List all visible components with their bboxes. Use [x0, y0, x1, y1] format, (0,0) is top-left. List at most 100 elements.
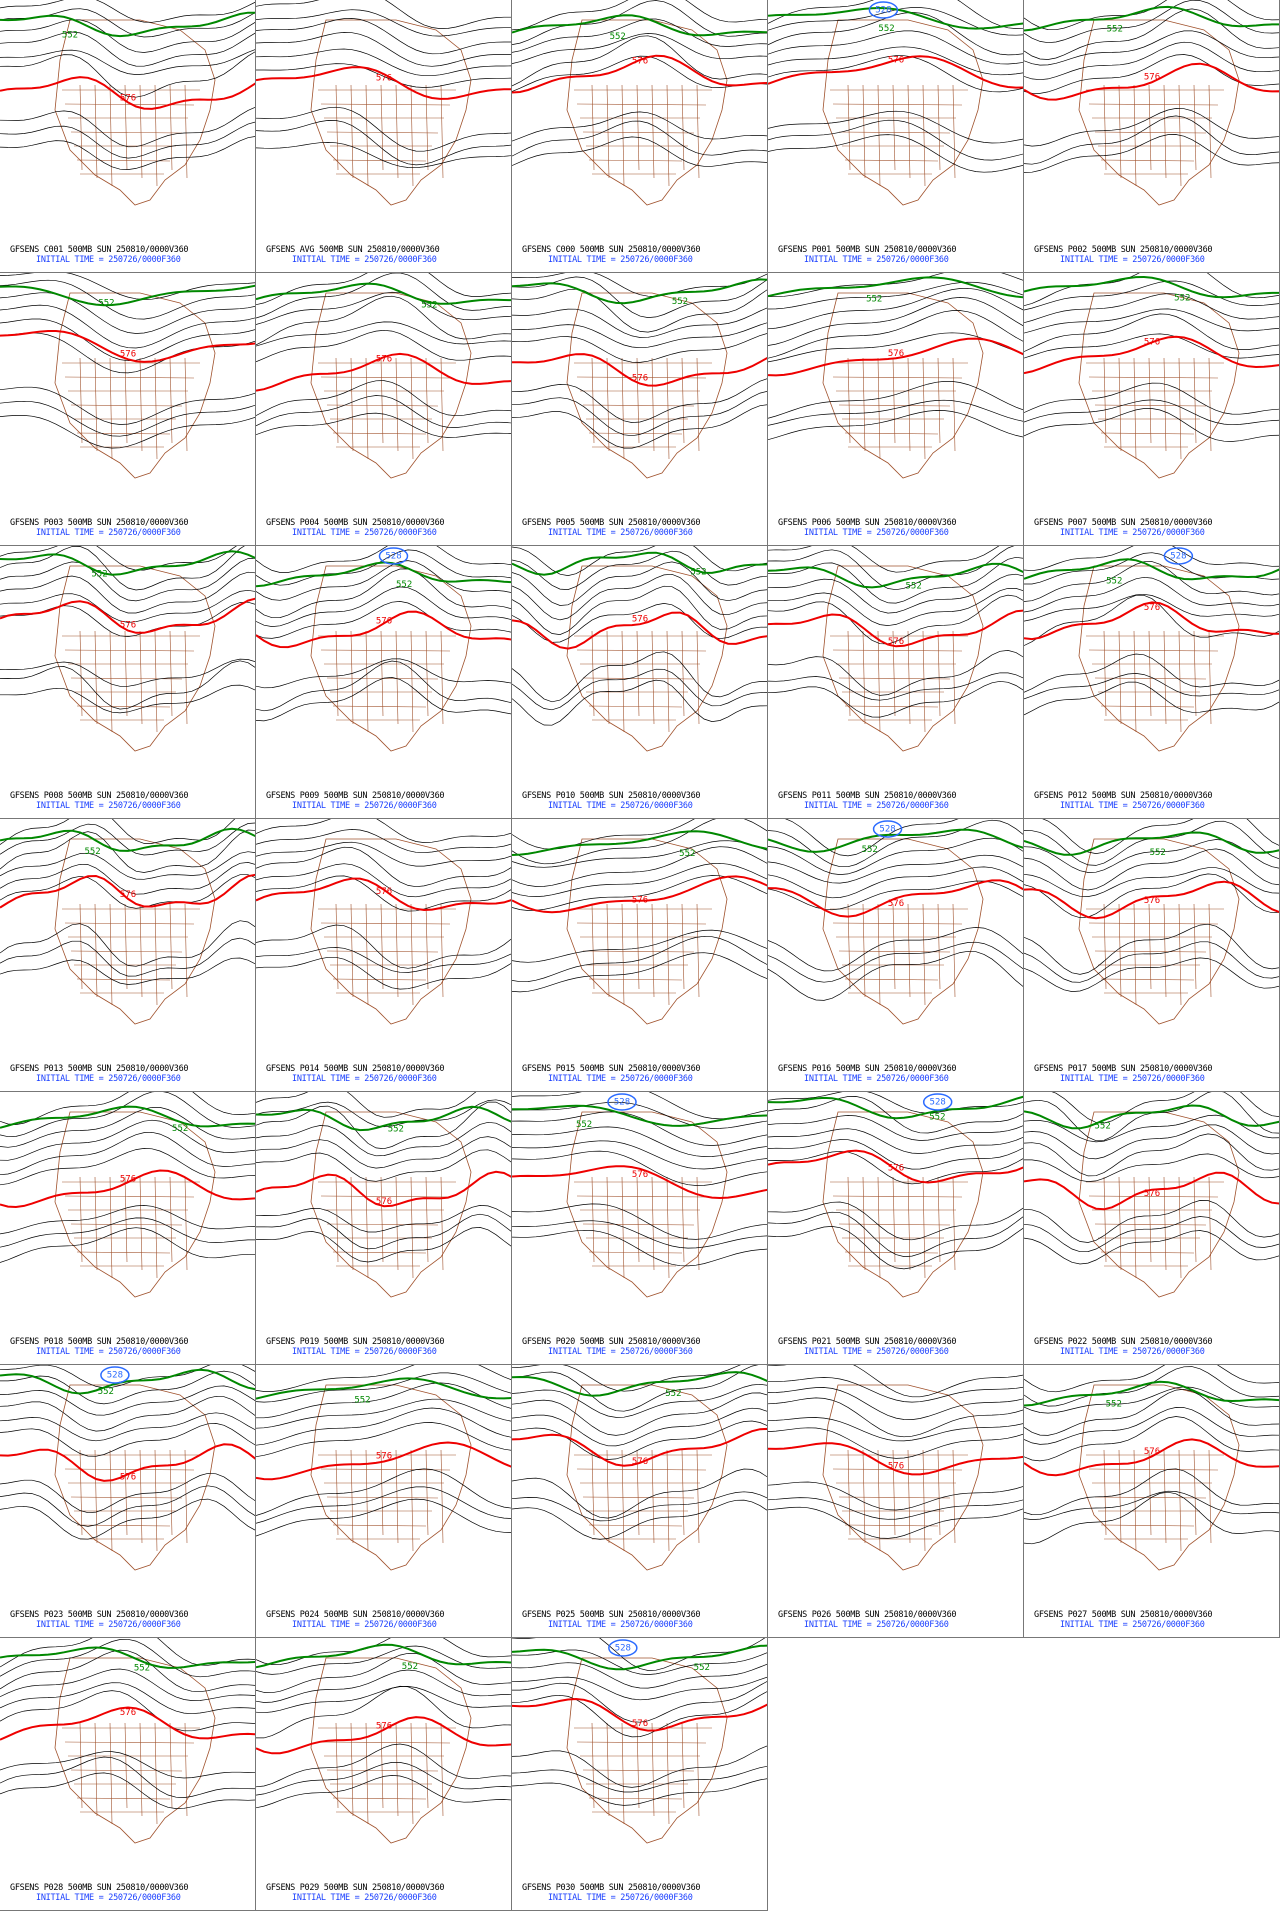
contour — [512, 1220, 767, 1249]
caption-line1: GFSENS P013 500MB SUN 250810/0000V360 — [10, 1064, 189, 1074]
contour — [1024, 957, 1279, 992]
state-line — [1100, 705, 1195, 708]
state-line — [892, 357, 896, 444]
contour-label: 576 — [376, 354, 392, 364]
contour-552 — [512, 1104, 767, 1127]
contour — [768, 410, 1023, 441]
contour-576 — [512, 1427, 767, 1467]
coastline — [1078, 292, 1240, 479]
contour — [768, 1128, 1023, 1154]
contour-label: 576 — [1144, 603, 1160, 613]
state-line — [666, 1722, 670, 1825]
map: 576 552 528 — [1024, 546, 1279, 752]
contour — [768, 950, 1023, 1001]
map: 576 552 — [1024, 819, 1279, 1025]
state-line — [350, 1449, 354, 1544]
state-line — [1178, 1449, 1182, 1552]
map-panel: 576 552 GFSENS P005 500MB SUN 250810/0000V… — [512, 273, 768, 546]
caption-line1: GFSENS P005 500MB SUN 250810/0000V360 — [522, 518, 701, 528]
contour — [0, 1217, 255, 1248]
map-panel: 576 552 GFSENS P019 500MB SUN 250810/0000V… — [256, 1092, 512, 1365]
caption-line2: INITIAL TIME = 250726/0000F360 — [36, 1893, 181, 1903]
map: 576 552 — [0, 1092, 255, 1298]
state-line — [1178, 1176, 1182, 1279]
state-line — [862, 357, 866, 452]
map-panel: 576 552 GFSENS P008 500MB SUN 250810/0000V… — [0, 546, 256, 819]
contour-label: 576 — [632, 1457, 648, 1467]
state-line — [410, 357, 414, 460]
contour — [256, 1136, 511, 1169]
state-line — [862, 1449, 866, 1544]
state-line — [844, 159, 939, 162]
contour — [768, 650, 1023, 696]
contour — [0, 546, 245, 591]
state-line — [1193, 903, 1197, 990]
contour — [512, 378, 767, 423]
contour — [256, 1099, 511, 1128]
state-line — [907, 357, 911, 452]
contour — [1024, 382, 1279, 415]
contour — [0, 851, 255, 880]
contour — [768, 594, 1023, 645]
state-line — [892, 1176, 896, 1263]
contour — [256, 1743, 511, 1788]
contour — [256, 63, 511, 88]
state-line — [320, 1468, 451, 1471]
contour — [768, 1092, 1023, 1114]
contour — [768, 134, 1023, 173]
caption-line1: GFSENS P018 500MB SUN 250810/0000V360 — [10, 1337, 189, 1347]
contour-552 — [0, 284, 255, 307]
contour — [256, 1652, 511, 1694]
contour-label: 552 — [62, 30, 78, 40]
contour — [0, 400, 255, 437]
state-line — [1148, 1449, 1152, 1536]
state-line — [1100, 159, 1195, 162]
contour — [512, 585, 767, 635]
contour — [256, 560, 511, 601]
contour — [256, 1092, 477, 1118]
state-line — [937, 1176, 941, 1263]
state-line — [651, 1449, 655, 1544]
contour — [0, 1756, 255, 1798]
state-line — [838, 677, 951, 680]
contour-528 — [922, 1093, 953, 1111]
contour — [768, 332, 1023, 363]
contour — [0, 829, 255, 873]
state-line — [335, 903, 339, 990]
state-line — [952, 1176, 956, 1271]
contour — [0, 279, 255, 320]
caption-line1: GFSENS P009 500MB SUN 250810/0000V360 — [266, 791, 445, 801]
state-line — [332, 705, 427, 708]
contour — [0, 8, 255, 38]
contour-label: 552 — [98, 298, 114, 308]
contour — [1024, 1407, 1279, 1445]
coastline — [822, 565, 984, 752]
contour — [256, 380, 511, 417]
state-line — [109, 357, 113, 460]
state-line — [425, 1176, 429, 1263]
state-line — [847, 84, 851, 171]
contour — [512, 322, 767, 349]
state-line — [696, 1449, 700, 1544]
map: 576 552 — [256, 273, 511, 479]
contour — [256, 846, 511, 888]
contour — [512, 55, 767, 92]
contour-label: 576 — [632, 374, 648, 384]
state-line — [907, 1449, 911, 1544]
map: 576 552 — [256, 1638, 511, 1844]
state-line — [1148, 630, 1152, 717]
contour-552 — [1024, 831, 1279, 856]
contour-label: 528 — [875, 6, 891, 16]
contour — [512, 1499, 767, 1540]
contour — [0, 1649, 255, 1693]
contour — [256, 291, 511, 325]
state-line — [1193, 357, 1197, 444]
state-line — [588, 1251, 683, 1254]
contour — [256, 1227, 511, 1263]
state-line — [1118, 1449, 1122, 1544]
contour — [512, 1778, 767, 1806]
coastline — [54, 292, 216, 479]
contour — [0, 1772, 255, 1809]
state-line — [350, 1722, 354, 1817]
